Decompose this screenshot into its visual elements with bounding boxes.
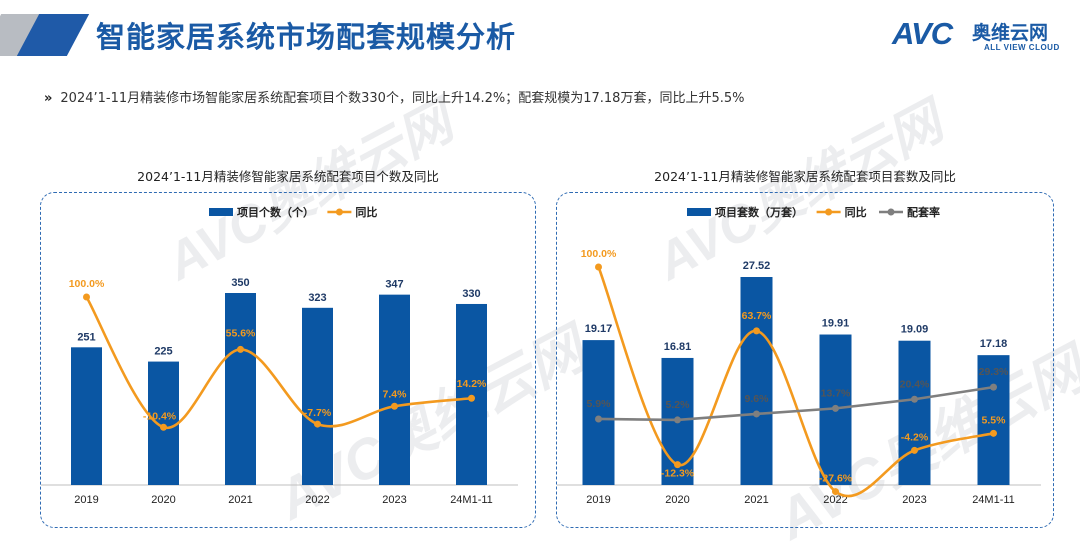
bar-data-label: 225 [154, 346, 172, 358]
line-point [468, 394, 475, 402]
line-data-label: -12.3% [661, 468, 695, 480]
bar [148, 361, 179, 485]
line-data-label: 13.7% [821, 387, 851, 399]
line-data-label: 9.6% [745, 393, 770, 405]
logo-avc-text: AVC [892, 16, 953, 51]
legend-swatch-bar [687, 208, 711, 216]
x-tick-label: 2023 [382, 494, 406, 506]
line-point [911, 446, 918, 454]
bar [456, 303, 487, 485]
line-data-label: -7.7% [304, 407, 332, 419]
bar [740, 277, 773, 485]
line-data-label: 63.7% [742, 310, 772, 322]
line-point [990, 429, 997, 437]
legend-label: 项目个数（个） [237, 205, 314, 219]
bar [225, 293, 256, 485]
x-tick-label: 24M1-11 [972, 494, 1015, 506]
line-data-label: -10.4% [143, 410, 177, 422]
line-data-label: 14.2% [457, 378, 487, 390]
legend-swatch-bar [209, 208, 233, 216]
line-data-label: 7.4% [383, 388, 408, 400]
page-title: 智能家居系统市场配套规模分析 [96, 20, 517, 54]
bar [302, 307, 333, 485]
bar-data-label: 350 [231, 277, 249, 289]
x-tick-label: 2022 [823, 494, 847, 506]
legend-label: 同比 [845, 205, 867, 219]
header-bar: 智能家居系统市场配套规模分析 AVC 奥维云网 ALL VIEW CLOUD [0, 0, 1080, 78]
chart1-title: 2024’1-11月精装修智能家居系统配套项目个数及同比 [137, 169, 439, 184]
chart2-title: 2024’1-11月精装修智能家居系统配套项目套数及同比 [654, 169, 956, 184]
bar-data-label: 19.91 [822, 318, 850, 330]
line-data-label: 5.5% [982, 414, 1007, 426]
bar-data-label: 17.18 [980, 338, 1008, 350]
x-tick-label: 2020 [151, 494, 175, 506]
summary-line: » 2024’1-11月精装修市场智能家居系统配套项目个数330个，同比上升14.… [44, 87, 744, 106]
line-point [314, 420, 321, 428]
legend-label: 项目套数（万套） [715, 205, 803, 219]
chart2-panel: 项目套数（万套） 同比 配套率 19.17 16.81 27.52 19.91 19.09 17… [551, 192, 1054, 528]
line-point [391, 402, 398, 410]
x-tick-label: 2020 [665, 494, 689, 506]
legend-swatch-marker [335, 208, 343, 216]
bar [977, 355, 1010, 485]
line-point [832, 404, 839, 412]
line-point [595, 263, 602, 271]
double-chevron-right-icon: » [44, 91, 53, 106]
bar-data-label: 347 [385, 279, 403, 291]
bar-data-label: 323 [308, 292, 326, 304]
bar-data-label: 19.09 [901, 324, 929, 336]
legend-swatch-marker [825, 208, 833, 216]
yoy-line [597, 266, 994, 498]
line-point [753, 410, 760, 418]
x-tick-label: 2019 [586, 494, 610, 506]
line-data-label: -27.6% [819, 473, 853, 485]
line-data-label: 100.0% [69, 278, 105, 290]
line-point [160, 423, 167, 431]
x-tick-label: 2021 [228, 494, 252, 506]
rate-line [598, 385, 994, 422]
legend-label: 配套率 [907, 205, 940, 219]
legend-swatch-marker [887, 208, 895, 216]
bar [582, 340, 615, 485]
line-data-label: 5.9% [587, 398, 612, 410]
chart2-svg: 项目套数（万套） 同比 配套率 19.17 16.81 27.52 19.91 19.09 17… [551, 205, 1041, 506]
x-tick-label: 24M1-11 [450, 494, 493, 506]
chart1-svg: 项目个数（个） 同比 251 225 350 323 347 330 2019 2020 2021 2… [40, 205, 518, 506]
line-point [832, 488, 839, 496]
summary-text: 2024’1-11月精装修市场智能家居系统配套项目个数330个，同比上升14.2… [60, 91, 745, 106]
line-data-label: 55.6% [226, 327, 256, 339]
bar-data-label: 27.52 [743, 260, 771, 272]
x-tick-label: 2021 [744, 494, 768, 506]
avc-logo: AVC 奥维云网 ALL VIEW CLOUD [892, 16, 1062, 62]
bar [71, 347, 102, 485]
bar [898, 340, 931, 485]
logo-cn-text: 奥维云网 [972, 22, 1049, 44]
line-point [237, 345, 244, 353]
line-data-label: 29.3% [979, 366, 1009, 378]
bar-data-label: 19.17 [585, 323, 613, 335]
line-data-label: 5.2% [666, 399, 691, 411]
line-point [911, 395, 918, 403]
bar-data-label: 16.81 [664, 341, 692, 353]
bar-data-label: 251 [77, 331, 95, 343]
line-point [595, 415, 602, 423]
x-tick-label: 2023 [902, 494, 926, 506]
line-data-label: 100.0% [581, 248, 617, 260]
logo-en-text: ALL VIEW CLOUD [984, 43, 1060, 52]
yoy-line [85, 296, 472, 429]
legend-label: 同比 [355, 205, 377, 219]
line-point [753, 327, 760, 335]
line-data-label: -4.2% [901, 431, 929, 443]
bar-data-label: 330 [462, 288, 480, 300]
x-tick-label: 2022 [305, 494, 329, 506]
line-data-label: 20.4% [900, 378, 930, 390]
line-point [990, 383, 997, 391]
x-tick-label: 2019 [74, 494, 98, 506]
bar [379, 294, 410, 485]
line-point [83, 293, 90, 301]
line-point [674, 416, 681, 424]
line-point [674, 461, 681, 469]
chart1-panel: 项目个数（个） 同比 251 225 350 323 347 330 2019 2020 2021 2… [40, 192, 536, 528]
